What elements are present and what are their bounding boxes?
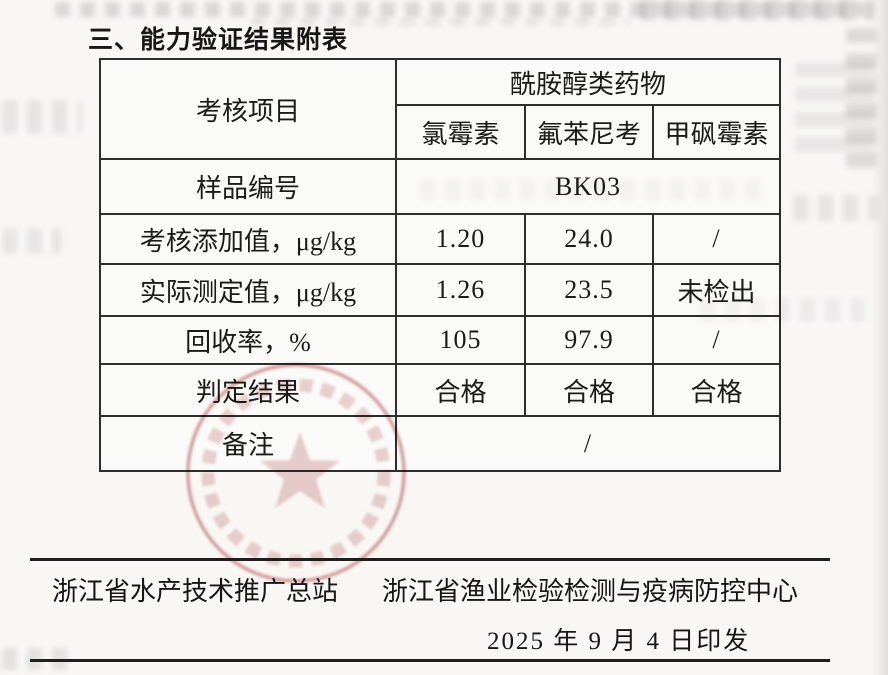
cell-spiked-chloramphenicol: 1.20 (395, 213, 526, 265)
bleed-through-smudge (795, 62, 875, 162)
results-table: 考核项目 酰胺醇类药物 氯霉素 氟苯尼考 甲砜霉素 样品编号 BK03 考核添加… (99, 58, 781, 472)
cell-judgement-florfenicol: 合格 (524, 363, 654, 417)
row-label-measured-value: 实际测定值，μg/kg (99, 263, 397, 317)
bleed-through-smudge (793, 195, 881, 221)
cell-measured-thiamphenicol: 未检出 (652, 263, 781, 317)
table-group-header: 酰胺醇类药物 (395, 58, 781, 106)
cell-measured-florfenicol: 23.5 (524, 263, 654, 317)
footer-org-left: 浙江省水产技术推广总站 (52, 577, 339, 606)
column-header-florfenicol: 氟苯尼考 (524, 104, 654, 160)
cell-measured-chloramphenicol: 1.26 (395, 263, 526, 317)
footer-organizations: 浙江省水产技术推广总站 浙江省渔业检验检测与疫病防控中心 (52, 571, 798, 608)
row-label-sample-id: 样品编号 (99, 158, 397, 215)
column-header-thiamphenicol: 甲砜霉素 (652, 104, 781, 160)
footer-rule-top (30, 558, 830, 561)
bleed-through-smudge (2, 228, 62, 254)
bleed-through-smudge (55, 2, 865, 17)
bleed-through-smudge (640, 0, 875, 20)
footer-org-right: 浙江省渔业检验检测与疫病防控中心 (382, 577, 799, 606)
page-title: 三、能力验证结果附表 (88, 27, 349, 54)
row-label-spiked-value: 考核添加值，μg/kg (99, 213, 397, 265)
cell-recovery-chloramphenicol: 105 (395, 315, 526, 365)
cell-remarks: / (395, 415, 781, 472)
row-label-judgement: 判定结果 (99, 363, 397, 417)
scan-edge-shadow (872, 0, 888, 675)
cell-recovery-florfenicol: 97.9 (524, 315, 654, 365)
cell-judgement-thiamphenicol: 合格 (652, 363, 781, 417)
cell-recovery-thiamphenicol: / (652, 315, 781, 365)
table-corner-header: 考核项目 (99, 58, 397, 160)
footer-date: 2025 年 9 月 4 日印发 (487, 628, 751, 655)
column-header-chloramphenicol: 氯霉素 (395, 104, 526, 160)
row-label-remarks: 备注 (99, 415, 397, 472)
cell-spiked-florfenicol: 24.0 (524, 213, 654, 265)
cell-spiked-thiamphenicol: / (652, 213, 781, 265)
footer-rule-bottom (30, 659, 830, 662)
cell-sample-id: BK03 (395, 158, 781, 215)
cell-judgement-chloramphenicol: 合格 (395, 363, 526, 417)
row-label-recovery-rate: 回收率，% (99, 315, 397, 365)
bleed-through-smudge (2, 100, 82, 134)
